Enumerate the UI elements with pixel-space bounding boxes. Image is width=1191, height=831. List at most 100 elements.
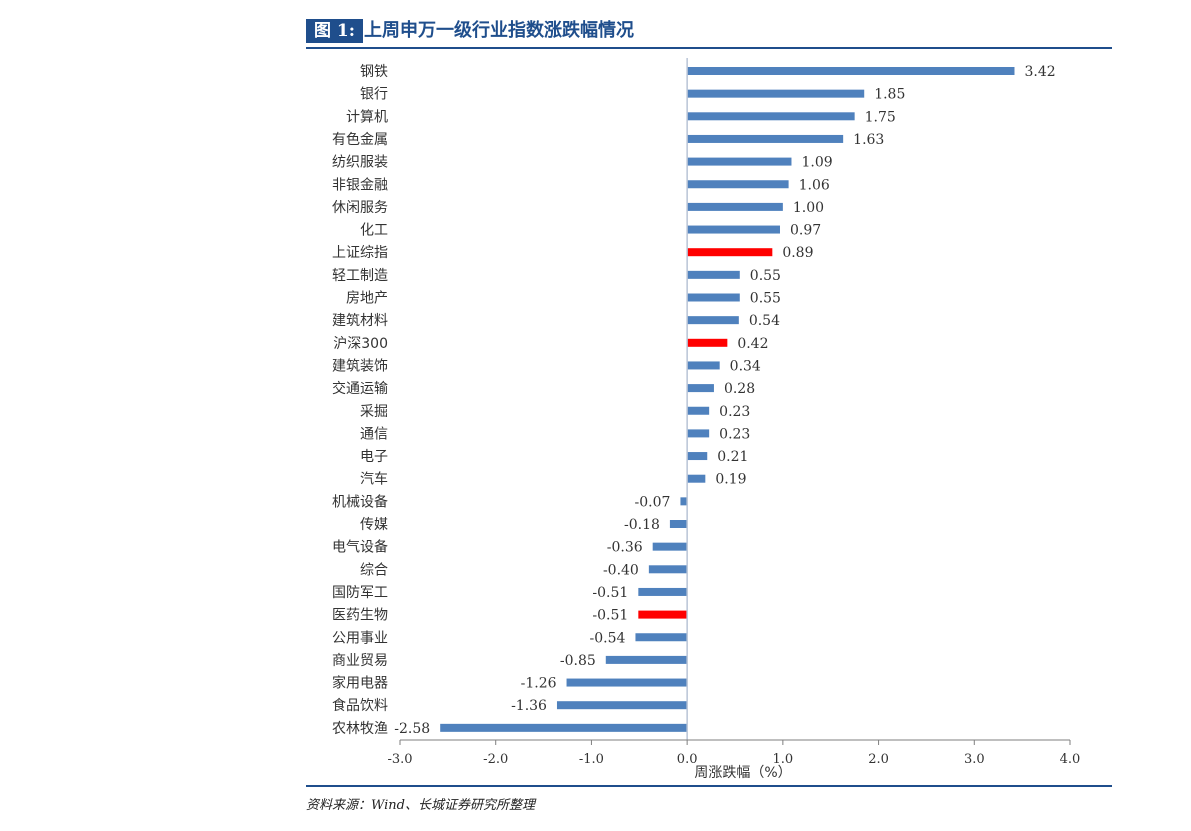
bar-休闲服务 <box>687 202 783 211</box>
category-label: 建筑装饰 <box>332 358 388 374</box>
bar-纺织服装 <box>687 157 792 166</box>
category-label: 家用电器 <box>332 675 388 692</box>
category-label: 传媒 <box>360 517 388 533</box>
bar-计算机 <box>687 112 855 121</box>
labels-layer: 钢铁 3.42 银行 1.85 计算机 1.75 有色金属 1.63 纺织服装 1.09 非银金融 1… <box>332 64 1056 737</box>
figure-header: 图 1: 上周申万一级行业指数涨跌幅情况 <box>306 17 1112 49</box>
data-label: -2.58 <box>394 721 430 737</box>
bar-家用电器 <box>566 678 688 687</box>
category-label: 计算机 <box>346 109 388 125</box>
bar-食品饮料 <box>556 701 688 710</box>
category-label: 沪深300 <box>333 336 388 352</box>
category-label: 纺织服装 <box>332 155 388 171</box>
bar-商业贸易 <box>605 655 688 664</box>
data-label: 0.55 <box>750 291 781 307</box>
category-label: 休闲服务 <box>332 200 388 216</box>
data-label: 0.28 <box>724 381 755 397</box>
category-label: 国防军工 <box>332 585 388 601</box>
data-label: 1.00 <box>793 200 824 216</box>
data-label: 1.85 <box>874 87 905 103</box>
source-note: 资料来源：Wind、长城证券研究所整理 <box>306 798 535 813</box>
data-label: -0.51 <box>592 608 628 624</box>
category-label: 建筑材料 <box>332 313 388 329</box>
x-axis-title: 周涨跌幅（%） <box>694 765 791 781</box>
category-label: 汽车 <box>360 471 388 488</box>
bar-银行 <box>687 89 865 98</box>
bar-公用事业 <box>635 633 688 642</box>
bar-钢铁 <box>687 67 1015 75</box>
category-label: 综合 <box>360 562 388 578</box>
data-label: 0.23 <box>719 426 750 442</box>
category-label: 化工 <box>360 223 388 239</box>
x-tick-label: 3.0 <box>964 752 985 767</box>
bar-上证综指 <box>687 248 773 257</box>
data-label: 0.23 <box>719 404 750 420</box>
bar-综合 <box>648 565 688 574</box>
data-label: -0.07 <box>635 494 671 510</box>
bar-交通运输 <box>687 384 714 393</box>
x-tick-label: -1.0 <box>579 752 604 767</box>
data-label: 0.55 <box>750 268 781 284</box>
category-label: 非银金融 <box>332 177 388 193</box>
category-label: 交通运输 <box>332 380 388 397</box>
data-label: 1.75 <box>865 109 896 125</box>
category-label: 公用事业 <box>332 630 388 646</box>
bar-国防军工 <box>638 587 688 596</box>
data-label: -0.54 <box>590 630 626 646</box>
data-label: -0.40 <box>603 562 639 578</box>
bar-医药生物 <box>638 610 688 619</box>
bar-化工 <box>687 225 780 234</box>
bar-轻工制造 <box>687 270 740 279</box>
bars-layer <box>440 67 1015 732</box>
category-label: 轻工制造 <box>332 268 388 284</box>
x-tick-label: -2.0 <box>483 752 508 767</box>
bar-房地产 <box>687 293 740 302</box>
chart-title: 上周申万一级行业指数涨跌幅情况 <box>364 20 634 41</box>
bar-建筑装饰 <box>687 361 720 370</box>
data-label: -0.36 <box>607 540 643 556</box>
data-label: -0.51 <box>592 585 628 601</box>
bar-电气设备 <box>652 542 688 551</box>
category-label: 采掘 <box>360 404 388 420</box>
data-label: 0.42 <box>737 336 768 352</box>
bar-建筑材料 <box>687 316 739 325</box>
data-label: 1.63 <box>853 132 884 148</box>
bar-电子 <box>687 452 708 461</box>
footer-divider <box>306 785 1112 787</box>
category-label: 农林牧渔 <box>332 721 388 737</box>
category-label: 钢铁 <box>360 64 388 80</box>
category-label: 食品饮料 <box>332 697 388 714</box>
category-label: 电气设备 <box>332 539 388 556</box>
bar-机械设备 <box>680 497 688 506</box>
category-label: 上证综指 <box>332 245 388 261</box>
category-label: 通信 <box>360 426 388 442</box>
category-label: 机械设备 <box>332 493 388 510</box>
data-label: 1.06 <box>799 177 830 193</box>
bar-农林牧渔 <box>440 723 688 732</box>
category-label: 医药生物 <box>332 608 388 624</box>
x-tick-label: 0.0 <box>677 752 698 767</box>
data-label: -1.26 <box>521 676 557 692</box>
data-label: 0.54 <box>749 313 780 329</box>
axis-layer: -3.0 -2.0 -1.0 0.0 1.0 2.0 3.0 4.0 <box>387 58 1080 767</box>
data-label: 0.97 <box>790 223 821 239</box>
x-tick-label: 2.0 <box>868 752 889 767</box>
category-label: 房地产 <box>346 291 388 307</box>
data-label: 3.42 <box>1024 64 1055 80</box>
data-label: -1.36 <box>511 698 547 714</box>
figure-number: 图 1: <box>306 19 364 43</box>
x-tick-label: -3.0 <box>387 752 412 767</box>
category-label: 有色金属 <box>332 131 388 148</box>
bar-有色金属 <box>687 134 844 143</box>
data-label: 1.09 <box>801 155 832 171</box>
data-label: -0.18 <box>624 517 660 533</box>
x-tick-label: 4.0 <box>1060 752 1081 767</box>
x-tick-label: 1.0 <box>773 752 794 767</box>
data-label: -0.85 <box>560 653 596 669</box>
data-label: 0.21 <box>717 449 748 465</box>
category-label: 商业贸易 <box>332 653 388 669</box>
bar-通信 <box>687 429 710 438</box>
bar-汽车 <box>687 474 706 483</box>
data-label: 0.34 <box>730 358 761 374</box>
